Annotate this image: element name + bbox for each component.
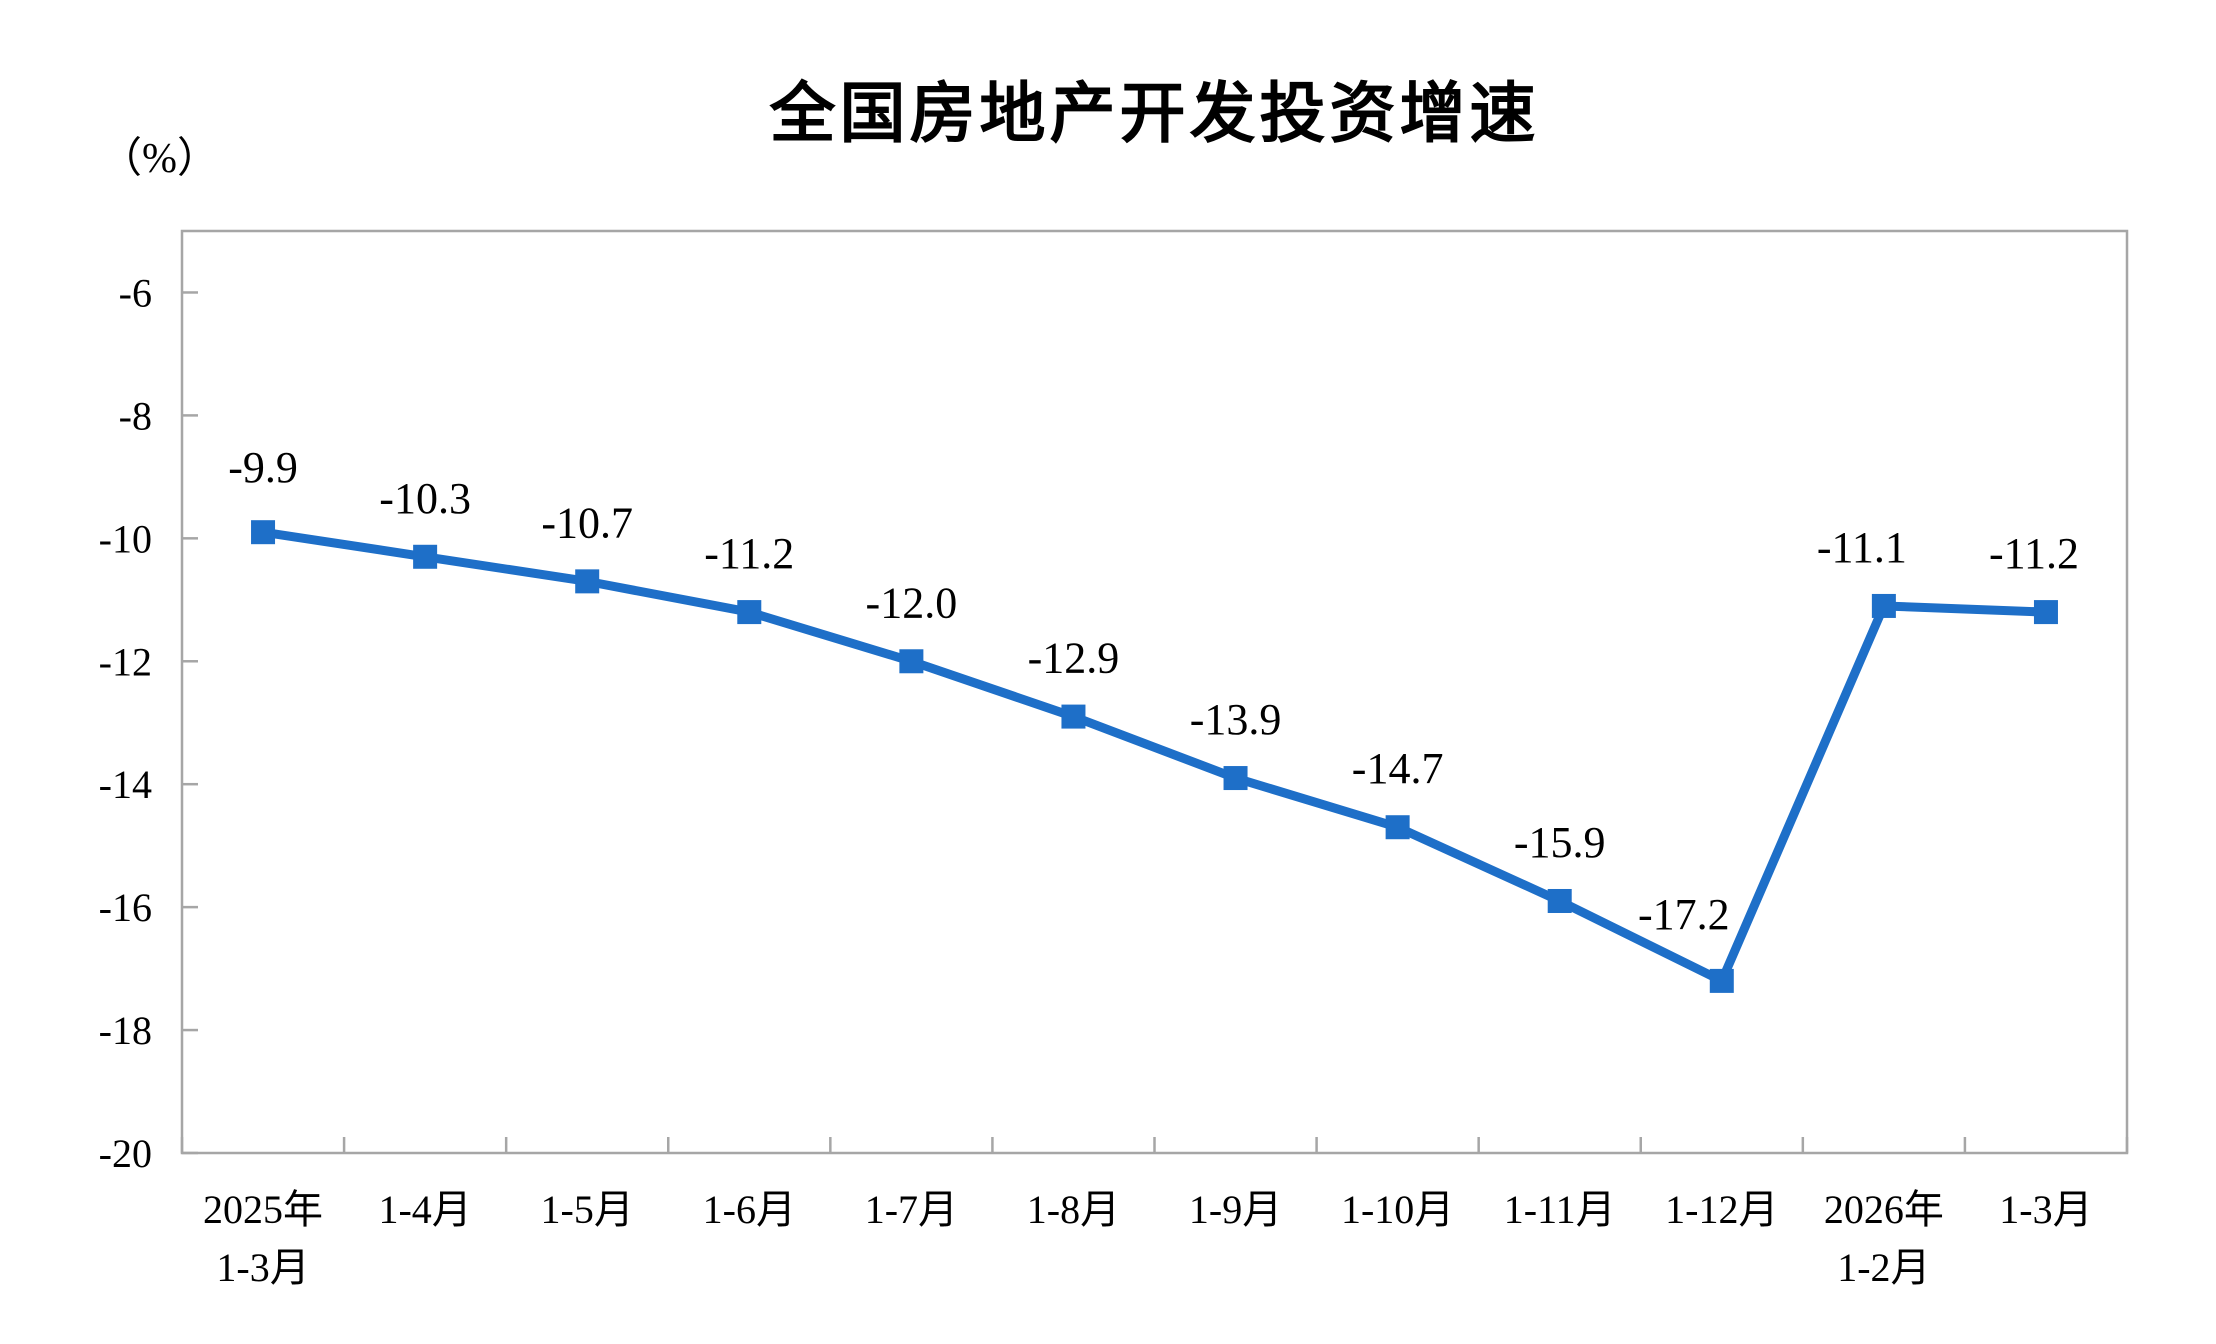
x-tick-label: 1-3月	[216, 1245, 309, 1290]
data-point-label: -10.7	[541, 498, 633, 547]
y-tick-label: -8	[119, 393, 152, 438]
data-point-label: -13.9	[1190, 695, 1282, 744]
data-point-label: -12.0	[866, 578, 958, 627]
series-line	[258, 527, 2051, 986]
x-tick-label: 1-11月	[1504, 1187, 1616, 1232]
data-point-marker	[2033, 600, 2058, 625]
data-point-label: -11.2	[1989, 529, 2079, 578]
y-tick-label: -6	[119, 270, 152, 315]
data-point-marker	[1871, 593, 1896, 618]
data-point-label: -11.1	[1817, 523, 1907, 572]
data-point-label: -9.9	[228, 443, 298, 492]
x-tick-label: 1-3月	[1999, 1187, 2092, 1232]
data-point-marker	[413, 544, 438, 569]
data-point-marker	[1709, 968, 1734, 993]
data-point-label: -11.2	[704, 529, 794, 578]
data-point-label: -14.7	[1352, 744, 1444, 793]
data-point-marker	[899, 649, 924, 674]
y-tick-label: -12	[99, 639, 152, 684]
chart-title: 全国房地产开发投资增速	[769, 76, 1540, 150]
x-tick-label: 1-4月	[378, 1187, 471, 1232]
data-point-label: -17.2	[1638, 890, 1730, 939]
x-tick-label: 2026年	[1824, 1187, 1944, 1232]
data-point-marker	[575, 569, 600, 594]
data-point-marker	[1547, 888, 1572, 913]
data-point-label: -10.3	[379, 474, 471, 523]
data-point-marker	[737, 600, 762, 625]
y-tick-label: -18	[99, 1008, 152, 1053]
data-point-marker	[1223, 766, 1248, 791]
y-tick-label: -16	[99, 885, 152, 930]
x-tick-label: 1-9月	[1189, 1187, 1282, 1232]
data-point-marker	[1385, 815, 1410, 840]
y-tick-label: -20	[99, 1131, 152, 1176]
x-tick-label: 1-6月	[703, 1187, 796, 1232]
y-tick-label: -14	[99, 762, 152, 807]
x-tick-label: 1-8月	[1027, 1187, 1120, 1232]
plot-border	[180, 229, 2129, 1155]
x-tick-label: 1-7月	[865, 1187, 958, 1232]
data-point-marker	[251, 520, 276, 545]
x-tick-label: 1-10月	[1341, 1187, 1454, 1232]
data-point-label: -15.9	[1514, 818, 1606, 867]
x-tick-label: 2025年	[203, 1187, 323, 1232]
x-tick-label: 1-12月	[1665, 1187, 1778, 1232]
data-point-marker	[1061, 704, 1086, 729]
x-tick-label: 1-2月	[1837, 1245, 1930, 1290]
y-axis-unit-label: （%）	[100, 136, 219, 182]
data-point-label: -12.9	[1028, 634, 1120, 683]
x-tick-label: 1-5月	[541, 1187, 634, 1232]
y-tick-label: -10	[99, 516, 152, 561]
